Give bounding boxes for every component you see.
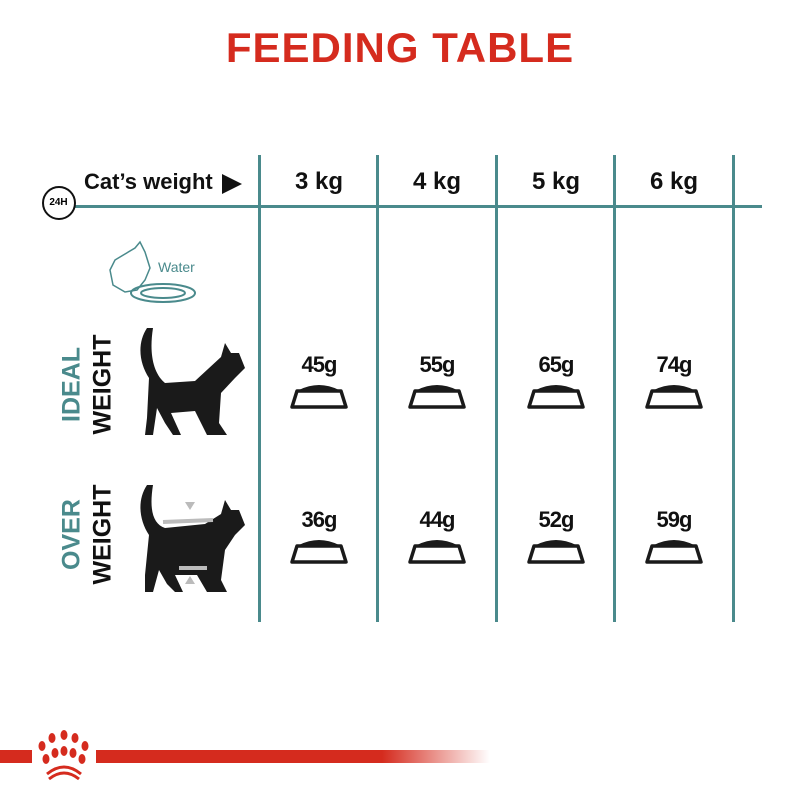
clock-24h-icon: 24H: [42, 186, 76, 220]
column-divider: [495, 155, 498, 622]
feeding-amount: 55g: [419, 352, 456, 377]
column-divider: [732, 155, 735, 622]
food-bowl-icon: [645, 385, 703, 409]
weight-header: 3 kg: [294, 168, 344, 195]
cat-silhouette-icon: [140, 485, 245, 592]
weight-header: 4 kg: [412, 168, 462, 195]
row-label-top: OVER: [57, 499, 86, 570]
royal-canin-crown-logo: [32, 722, 96, 782]
food-bowl-icon: [290, 385, 348, 409]
column-divider: [376, 155, 379, 622]
column-divider: [613, 155, 616, 622]
row-label-bottom: WEIGHT: [88, 334, 117, 435]
feeding-amount: 44g: [419, 507, 456, 532]
page-title: FEEDING TABLE: [225, 24, 575, 71]
feeding-amount: 36g: [301, 507, 338, 532]
header-divider: [75, 205, 762, 208]
row-label-top: IDEAL: [57, 347, 86, 422]
weight-header: 6 kg: [649, 168, 699, 195]
weight-header: 5 kg: [531, 168, 581, 195]
food-bowl-icon: [645, 540, 703, 564]
cat-silhouette-icon: [140, 328, 245, 435]
food-bowl-icon: [290, 540, 348, 564]
clock-label: 24H: [49, 197, 68, 208]
column-divider: [258, 155, 261, 622]
feeding-amount: 52g: [538, 507, 575, 532]
food-bowl-icon: [408, 385, 466, 409]
feeding-amount: 74g: [656, 352, 693, 377]
row-label-bottom: WEIGHT: [88, 484, 117, 585]
food-bowl-icon: [527, 385, 585, 409]
arrow-right-icon: [222, 174, 242, 194]
brand-bar: [0, 750, 490, 763]
feeding-amount: 65g: [538, 352, 575, 377]
food-bowl-icon: [527, 540, 585, 564]
water-label: Water: [158, 259, 195, 275]
feeding-amount: 45g: [301, 352, 338, 377]
food-bowl-icon: [408, 540, 466, 564]
feeding-amount: 59g: [656, 507, 693, 532]
water-bowl-icon: [109, 240, 196, 303]
cats-weight-label: Cat’s weight: [84, 169, 213, 194]
